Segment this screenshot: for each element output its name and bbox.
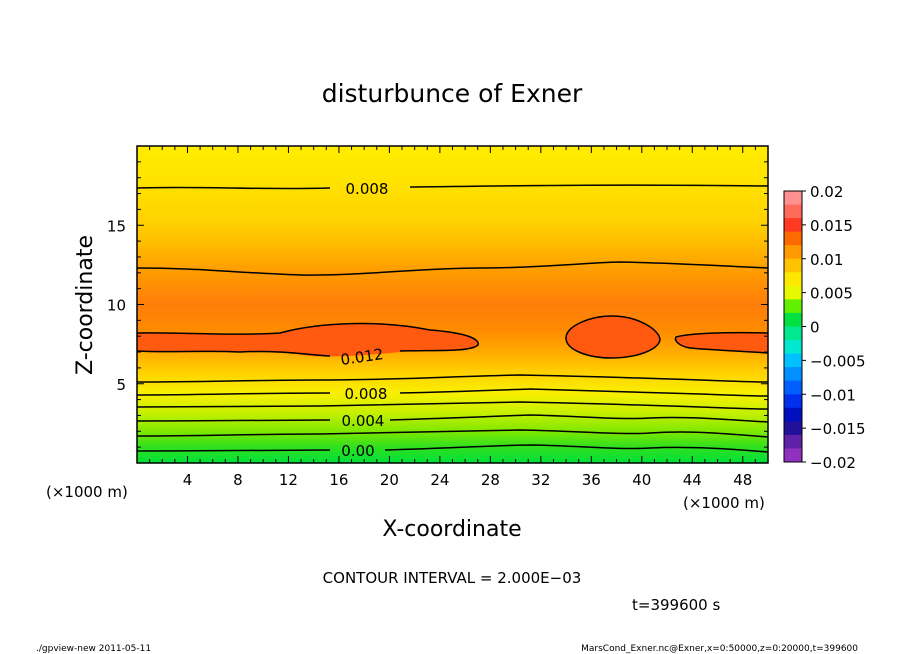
colorbar-segment <box>784 380 802 395</box>
colorbar-segment <box>784 326 802 341</box>
x-tick-label: 28 <box>481 471 500 489</box>
colorbar-segment <box>784 312 802 327</box>
y-axis-title: Z-coordinate <box>73 235 98 375</box>
x-tick-label: 12 <box>279 471 298 489</box>
x-axis-ticks: 4 8 12 16 20 24 28 32 36 40 44 48 <box>149 146 756 489</box>
colorbar-segment <box>784 353 802 368</box>
contour-line <box>136 444 769 453</box>
colorbar-segment <box>784 340 802 355</box>
x-tick-label: 48 <box>733 471 752 489</box>
chart-title: disturbunce of Exner <box>322 79 583 108</box>
contour-label: 0.00 <box>341 442 374 460</box>
x-tick-label: 44 <box>683 471 702 489</box>
footer-left: ./gpview-new 2011-05-11 <box>36 644 151 654</box>
contour-line <box>565 315 661 359</box>
x-tick-label: 36 <box>582 471 601 489</box>
colorbar-segment <box>784 421 802 436</box>
x-tick-label: 20 <box>380 471 399 489</box>
colorbar-segment <box>784 231 802 246</box>
colorbar-segment <box>784 285 802 300</box>
x-tick-label: 32 <box>531 471 550 489</box>
x-tick-label: 24 <box>430 471 449 489</box>
contour-line <box>136 184 769 190</box>
colorbar-segment <box>784 191 802 206</box>
contour-label: 0.012 <box>339 345 384 369</box>
red-core-right <box>675 332 768 353</box>
colorbar-label: −0.02 <box>810 454 856 472</box>
colorbar-segment <box>784 272 802 287</box>
colorbar-label: 0.02 <box>810 183 843 201</box>
contour-line <box>136 388 769 397</box>
contour-line <box>136 374 769 383</box>
colorbar-label: −0.015 <box>810 420 866 438</box>
y-axis-ticks: 5 10 15 <box>107 161 768 448</box>
y-tick-label: 5 <box>116 376 126 394</box>
x-tick-label: 4 <box>183 471 193 489</box>
colorbar-segment <box>784 434 802 449</box>
colorbar-segment <box>784 245 802 260</box>
contour-line <box>136 261 769 276</box>
plot-background <box>137 146 768 463</box>
contour-line <box>136 350 331 357</box>
colorbar-segment <box>784 407 802 422</box>
contour-line <box>136 401 769 410</box>
red-core-center <box>566 316 660 358</box>
colorbar-segment <box>784 204 802 219</box>
contour-line <box>674 331 769 354</box>
x-tick-label: 16 <box>329 471 348 489</box>
time-label: t=399600 s <box>632 596 720 614</box>
colorbar-segment <box>784 448 802 463</box>
contour-label: 0.004 <box>342 412 385 430</box>
y-unit-label: (×1000 m) <box>46 483 128 501</box>
contour-line <box>136 429 769 438</box>
y-tick-label: 15 <box>107 217 126 235</box>
colorbar-segment <box>784 394 802 409</box>
colorbar: 0.02 0.015 0.01 0.005 0 −0.005 −0.01 −0.015 −0.0… <box>783 183 866 472</box>
colorbar-label: −0.01 <box>810 386 856 404</box>
x-axis-title: X-coordinate <box>382 517 521 542</box>
x-unit-label: (×1000 m) <box>683 494 765 512</box>
colorbar-label: 0.015 <box>810 217 853 235</box>
footer-right: MarsCond_Exner.nc@Exner,x=0:50000,z=0:20… <box>581 644 858 654</box>
y-tick-label: 10 <box>107 297 126 315</box>
colorbar-segment <box>784 367 802 382</box>
contour-interval: CONTOUR INTERVAL = 2.000E−03 <box>323 569 582 587</box>
colorbar-segment <box>784 299 802 314</box>
colorbar-segment <box>784 218 802 233</box>
colorbar-segment <box>784 258 802 273</box>
x-tick-label: 40 <box>632 471 651 489</box>
contour-label: 0.008 <box>345 385 388 403</box>
colorbar-label: −0.005 <box>810 352 866 370</box>
colorbar-label: 0 <box>810 319 820 337</box>
red-core-left <box>137 323 479 357</box>
contour-line <box>136 322 479 352</box>
colorbar-label: 0.005 <box>810 285 853 303</box>
colorbar-label: 0.01 <box>810 251 843 269</box>
contour-label: 0.008 <box>346 180 389 198</box>
x-tick-label: 8 <box>233 471 243 489</box>
contour-lines <box>136 184 769 453</box>
contour-line <box>136 414 769 423</box>
